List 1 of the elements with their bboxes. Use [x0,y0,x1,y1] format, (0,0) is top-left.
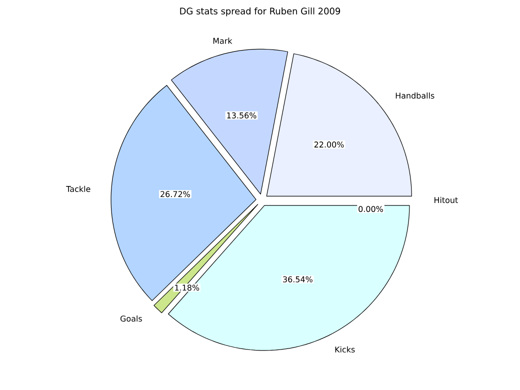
chart-title: DG stats spread for Ruben Gill 2009 [180,8,340,16]
